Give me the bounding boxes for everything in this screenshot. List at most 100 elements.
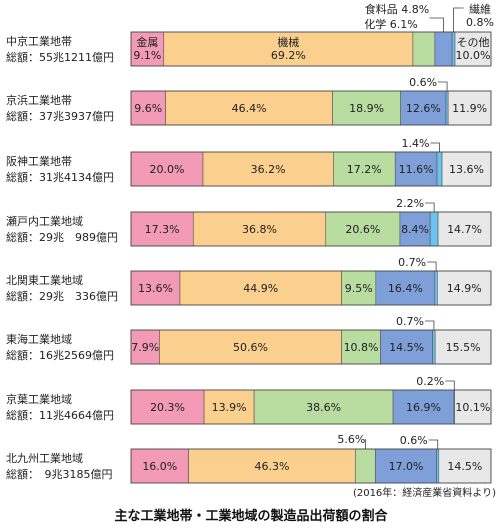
region-total: 総額： 9兆3185億円 <box>6 467 113 481</box>
data-label: 36.8% <box>242 223 277 236</box>
data-label: 15.5% <box>446 341 481 354</box>
bar-segment <box>333 151 396 187</box>
bar-segment <box>434 31 453 67</box>
bar-segment <box>394 151 438 187</box>
bar-outline <box>130 31 492 67</box>
callout-label: 0.7% <box>396 315 424 328</box>
data-label: 14.5% <box>447 460 482 473</box>
region-total: 総額：31兆4134億円 <box>6 170 114 184</box>
bar-segment <box>192 211 327 247</box>
bar-segment <box>163 31 414 67</box>
data-label: 20.0% <box>150 163 185 176</box>
bar-segment <box>436 448 440 484</box>
bar-segment <box>429 211 439 247</box>
leader-line <box>424 320 435 330</box>
leader-line <box>438 81 448 91</box>
data-label: 46.4% <box>232 102 267 115</box>
data-label: 13.6% <box>138 282 173 295</box>
bar-segment <box>130 329 160 365</box>
bar-segment <box>432 329 436 365</box>
bar-segment <box>130 31 165 67</box>
region-total: 総額：11兆4664億円 <box>6 408 114 422</box>
leader-line <box>428 439 439 449</box>
callout-label: 0.6% <box>400 434 428 447</box>
data-label: 9.6% <box>134 102 162 115</box>
bar-segment <box>441 151 492 187</box>
bar-outline <box>130 389 492 425</box>
data-label: 9.5% <box>345 282 373 295</box>
data-label: 20.6% <box>345 223 380 236</box>
callout-label: 0.7% <box>398 256 426 269</box>
data-label: 50.6% <box>233 341 268 354</box>
callout-label: 2.2% <box>396 197 424 210</box>
data-label: 金属 9.1% <box>133 35 161 62</box>
data-label: 8.4% <box>401 223 429 236</box>
region-name: 北関東工業地域 <box>6 274 83 287</box>
region-name: 京葉工業地域 <box>6 392 72 406</box>
leader-line <box>429 17 444 32</box>
data-label: その他 10.0% <box>456 36 491 62</box>
data-label: 機械 69.2% <box>271 35 306 62</box>
data-label: 16.9% <box>406 401 441 414</box>
bar-segment <box>445 90 449 126</box>
data-label: 17.0% <box>389 460 424 473</box>
region-total: 総額：29兆 336億円 <box>6 289 118 303</box>
region-total: 総額：29兆 989億円 <box>6 230 118 244</box>
data-label: 13.9% <box>212 401 247 414</box>
region-total: 総額：55兆1211億円 <box>6 50 114 64</box>
region-name: 瀬戸内工業地域 <box>6 214 83 228</box>
bar-segment <box>412 31 436 67</box>
data-label: 11.6% <box>399 163 434 176</box>
region-name: 北九州工業地域 <box>6 452 83 465</box>
region-name: 京浜工業地帯 <box>6 93 72 107</box>
bar-segment <box>434 270 438 306</box>
region-total: 総額：37兆3937億円 <box>6 109 114 123</box>
leader-line <box>425 202 435 212</box>
data-label: 36.2% <box>251 163 286 176</box>
data-label: 38.6% <box>306 401 341 414</box>
bar-segment <box>380 329 433 365</box>
data-label: 17.3% <box>145 223 180 236</box>
bar-outline <box>130 211 492 247</box>
source-note: (2016年：経済産業省資料より) <box>352 488 496 499</box>
data-label: 14.5% <box>389 341 424 354</box>
data-label: 11.9% <box>452 102 487 115</box>
bar-segment <box>399 211 431 247</box>
callout-label: 繊維 0.8% <box>466 3 494 29</box>
leader-line <box>430 142 440 152</box>
bar-segment <box>130 211 194 247</box>
bar-segment <box>325 211 401 247</box>
callout-label: 化学 6.1% <box>364 17 417 31</box>
bar-segment <box>179 270 342 306</box>
data-label: 16.0% <box>142 460 177 473</box>
callout-label: 5.6% <box>337 433 365 446</box>
data-label: 12.6% <box>406 102 441 115</box>
region-name: 東海工業地域 <box>6 332 72 346</box>
bar-segment <box>436 151 443 187</box>
bar-segment <box>165 90 333 126</box>
leader-line <box>445 380 455 390</box>
callout-label: 0.6% <box>409 76 437 89</box>
bar-outline <box>130 151 492 187</box>
leader-line <box>453 7 464 32</box>
data-label: 17.2% <box>347 163 382 176</box>
data-label: 10.1% <box>455 401 490 414</box>
callout-label: 食料品 4.8% <box>365 2 429 16</box>
callout-label: 1.4% <box>402 137 430 150</box>
bar-outline <box>130 270 492 306</box>
data-label: 14.9% <box>447 282 482 295</box>
bar-segment <box>375 270 436 306</box>
bar-outline <box>130 329 492 365</box>
bar-segment <box>392 389 455 425</box>
bar-segment <box>188 448 356 484</box>
data-label: 20.3% <box>150 401 185 414</box>
bar-outline <box>130 448 492 484</box>
bar-segment <box>375 448 437 484</box>
leader-line <box>427 261 437 271</box>
bar-outline <box>130 90 492 126</box>
callout-label: 0.2% <box>416 375 444 388</box>
data-label: 18.9% <box>349 102 384 115</box>
bar-segment <box>354 448 376 484</box>
chart-caption: 主な工業地帯・工業地域の製造品出荷額の割合 <box>114 509 388 524</box>
